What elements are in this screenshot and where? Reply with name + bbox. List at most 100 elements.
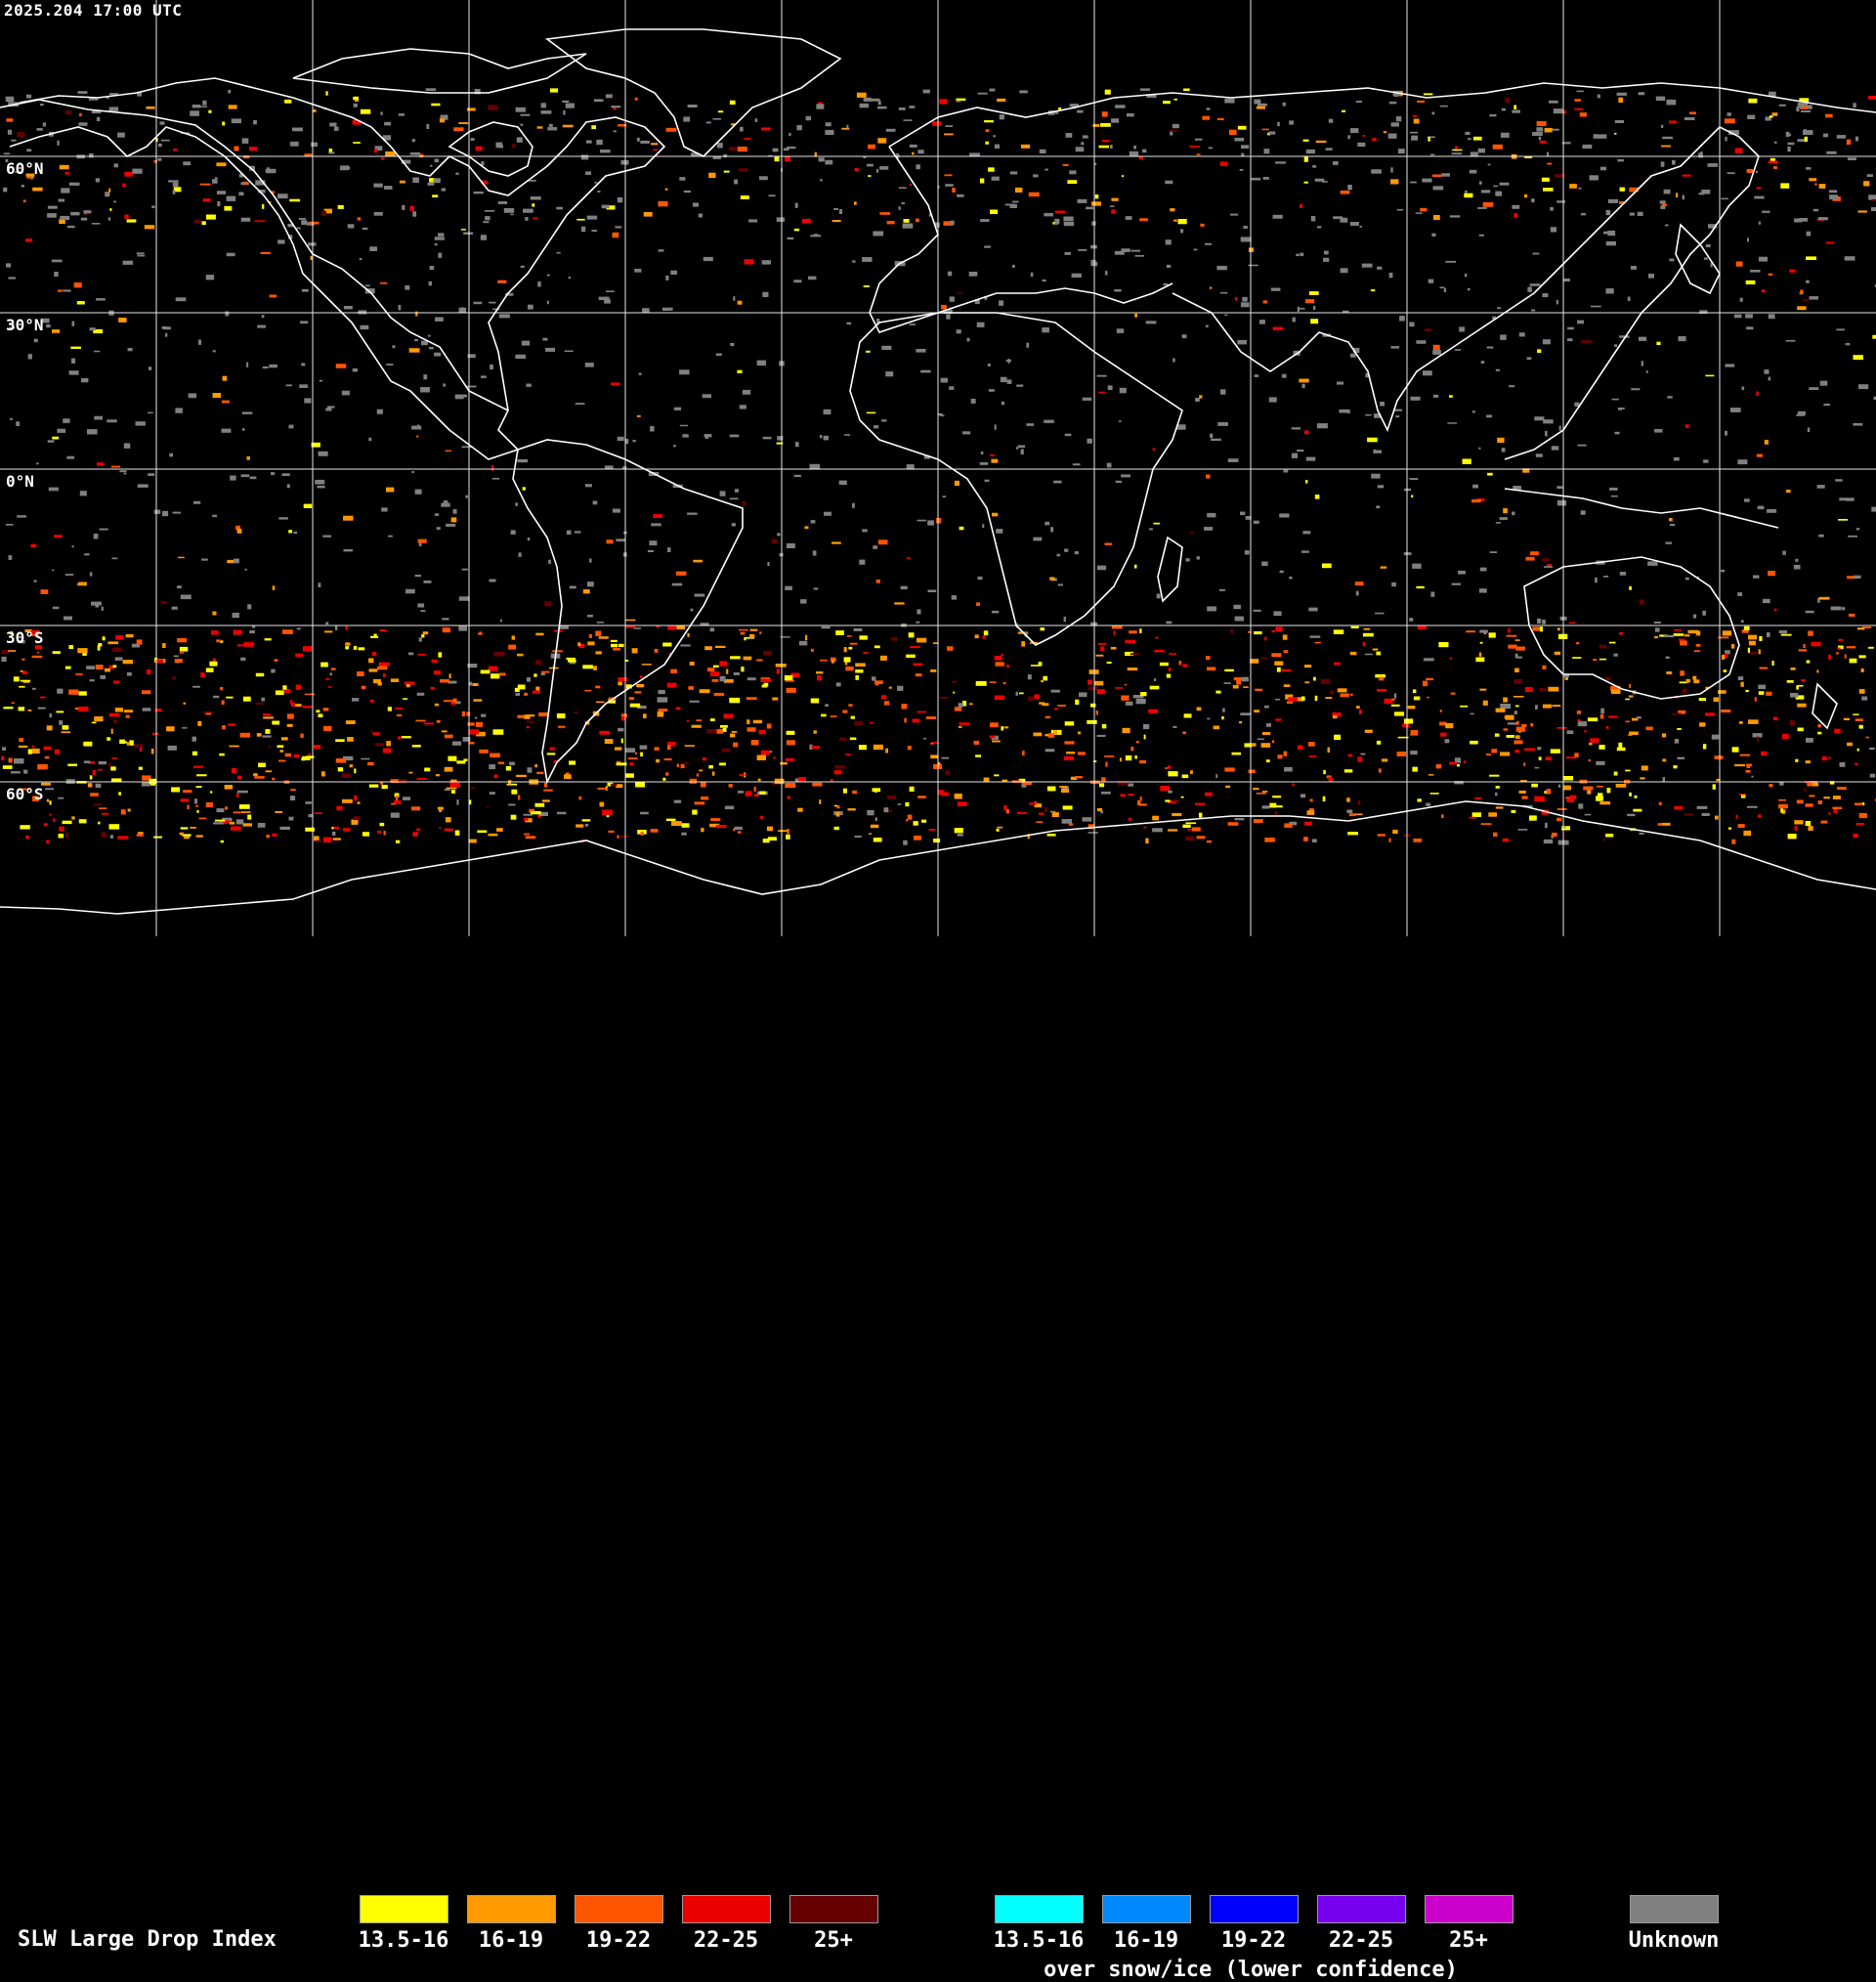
cloud-pixel <box>1722 630 1732 636</box>
cloud-pixel <box>701 828 704 833</box>
cloud-pixel <box>1794 820 1804 825</box>
cloud-pixel <box>1537 747 1542 751</box>
cloud-pixel <box>988 167 995 172</box>
cloud-pixel <box>634 691 642 694</box>
swatch-label-primary-5: 25+ <box>814 1928 853 1953</box>
cloud-pixel <box>1577 719 1581 721</box>
cloud-pixel <box>683 190 691 194</box>
cloud-pixel <box>14 758 24 764</box>
cloud-pixel <box>1078 249 1087 251</box>
cloud-pixel <box>211 630 219 635</box>
cloud-pixel <box>643 713 647 718</box>
cloud-pixel <box>70 211 80 216</box>
cloud-pixel <box>994 655 1002 661</box>
cloud-pixel <box>1535 453 1543 457</box>
cloud-pixel <box>253 119 257 125</box>
cloud-pixel <box>1256 793 1266 795</box>
cloud-pixel <box>52 606 60 610</box>
cloud-pixel <box>739 628 748 631</box>
cloud-pixel <box>1362 135 1366 137</box>
cloud-pixel <box>1493 185 1499 188</box>
cloud-pixel <box>804 526 809 530</box>
cloud-pixel <box>922 89 930 94</box>
cloud-pixel <box>1432 350 1441 355</box>
cloud-pixel <box>1809 387 1819 390</box>
cloud-pixel <box>838 480 847 486</box>
cloud-pixel <box>879 166 889 170</box>
cloud-pixel <box>1125 701 1133 706</box>
cloud-pixel <box>1758 649 1761 655</box>
cloud-pixel <box>289 198 301 202</box>
cloud-pixel <box>352 368 358 372</box>
cloud-pixel <box>1253 788 1259 791</box>
cloud-pixel <box>601 204 610 209</box>
cloud-pixel <box>1180 796 1184 798</box>
cloud-pixel <box>1872 334 1876 339</box>
cloud-pixel <box>1762 598 1770 604</box>
cloud-pixel <box>108 665 114 669</box>
cloud-pixel <box>639 745 648 750</box>
cloud-pixel <box>468 839 477 843</box>
cloud-pixel <box>1372 648 1379 651</box>
cloud-pixel <box>1391 582 1396 587</box>
cloud-pixel <box>190 110 199 116</box>
cloud-pixel <box>1323 250 1329 255</box>
cloud-pixel <box>774 778 785 785</box>
cloud-pixel <box>1045 715 1051 718</box>
cloud-pixel <box>510 814 517 820</box>
cloud-pixel <box>162 510 169 517</box>
cloud-pixel <box>1411 495 1414 497</box>
cloud-pixel <box>1134 755 1137 759</box>
cloud-pixel <box>377 682 382 686</box>
cloud-pixel <box>875 579 880 583</box>
cloud-pixel <box>361 757 370 760</box>
cloud-pixel <box>1248 264 1258 267</box>
cloud-pixel <box>33 580 37 582</box>
cloud-pixel <box>1515 705 1519 708</box>
cloud-pixel <box>92 770 96 776</box>
cloud-pixel <box>545 347 556 352</box>
cloud-pixel <box>59 826 64 832</box>
cloud-pixel <box>1773 166 1777 169</box>
cloud-pixel <box>1182 731 1186 735</box>
cloud-pixel <box>518 795 521 800</box>
cloud-pixel <box>1794 218 1803 223</box>
cloud-pixel <box>1687 629 1699 634</box>
cloud-pixel <box>901 704 908 710</box>
cloud-pixel <box>1576 90 1584 93</box>
cloud-pixel <box>673 799 682 803</box>
cloud-pixel <box>1858 655 1866 659</box>
cloud-pixel <box>71 358 76 364</box>
cloud-pixel <box>1337 688 1347 693</box>
cloud-pixel <box>771 782 775 786</box>
cloud-pixel <box>525 836 536 840</box>
cloud-pixel <box>916 349 926 353</box>
cloud-pixel <box>179 646 189 652</box>
cloud-pixel <box>1614 133 1617 135</box>
cloud-pixel <box>261 315 265 319</box>
cloud-pixel <box>498 314 510 319</box>
cloud-pixel <box>658 200 668 207</box>
cloud-pixel <box>1097 642 1107 645</box>
cloud-pixel <box>1818 184 1826 189</box>
cloud-pixel <box>165 332 168 337</box>
cloud-pixel <box>57 289 63 292</box>
cloud-pixel <box>1702 610 1706 616</box>
cloud-pixel <box>415 719 426 722</box>
cloud-pixel <box>716 728 724 734</box>
cloud-pixel <box>490 465 494 471</box>
cloud-pixel <box>347 737 354 742</box>
swatch-label-snow-3: 19-22 <box>1220 1928 1287 1953</box>
cloud-pixel <box>499 619 502 623</box>
cloud-pixel <box>1803 130 1813 135</box>
cloud-pixel <box>1168 800 1176 803</box>
cloud-pixel <box>1593 659 1598 662</box>
cloud-pixel <box>394 793 400 797</box>
cloud-pixel <box>1480 823 1492 826</box>
cloud-pixel <box>582 589 590 594</box>
cloud-pixel <box>175 297 187 302</box>
cloud-pixel <box>1545 431 1548 437</box>
cloud-pixel <box>359 258 362 261</box>
cloud-pixel <box>1143 723 1150 730</box>
cloud-pixel <box>848 646 853 650</box>
